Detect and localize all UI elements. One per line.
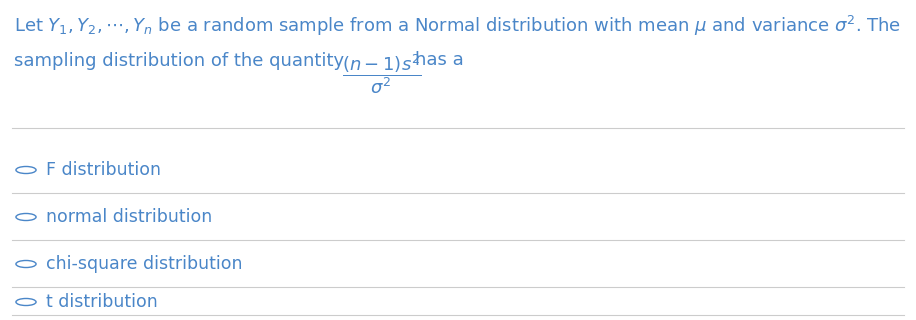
- Text: $\dfrac{(n-1)s^2}{\sigma^2}$: $\dfrac{(n-1)s^2}{\sigma^2}$: [342, 52, 421, 96]
- Text: normal distribution: normal distribution: [46, 208, 213, 226]
- Text: has a: has a: [415, 51, 463, 69]
- Text: F distribution: F distribution: [46, 161, 161, 179]
- Text: chi-square distribution: chi-square distribution: [46, 255, 243, 273]
- Text: t distribution: t distribution: [46, 293, 158, 311]
- Text: sampling distribution of the quantity: sampling distribution of the quantity: [14, 52, 344, 70]
- Text: Let $Y_1, Y_2, \cdots, Y_n$ be a random sample from a Normal distribution with m: Let $Y_1, Y_2, \cdots, Y_n$ be a random …: [14, 14, 901, 38]
